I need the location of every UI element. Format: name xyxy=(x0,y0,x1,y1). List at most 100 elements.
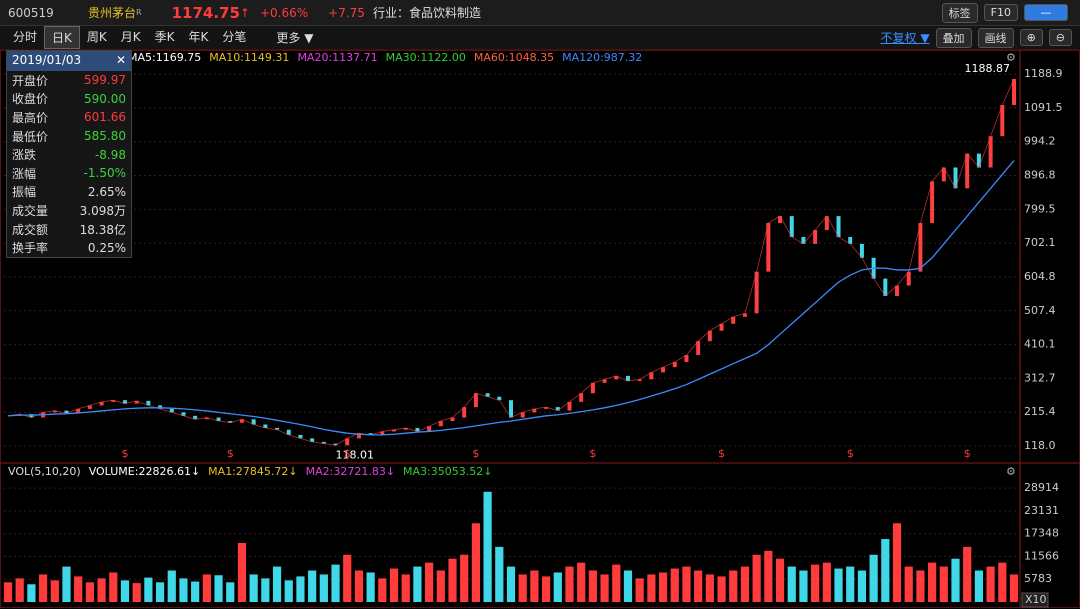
adjust[interactable]: 不复权 ▼ xyxy=(880,31,930,45)
info-label: 振幅 xyxy=(12,185,37,200)
y-tick-label: 23131 xyxy=(1024,504,1059,517)
volume-bar xyxy=(109,572,118,602)
volume-bar xyxy=(249,574,258,602)
settings: ⚙ xyxy=(1006,51,1016,64)
volume-bar xyxy=(62,566,71,602)
arrow: ↑ xyxy=(239,5,250,20)
legend-item: MA10:1149.31 xyxy=(209,51,289,64)
y-tick-label: 896.8 xyxy=(1024,169,1056,182)
badge: R xyxy=(136,8,142,17)
info-label: 涨跌 xyxy=(12,148,37,163)
volume-bar xyxy=(623,570,633,602)
y-tick-label: 604.8 xyxy=(1024,270,1056,283)
volume-bar xyxy=(50,580,59,602)
volume-bar xyxy=(202,574,211,602)
tab[interactable]: 周K xyxy=(86,30,107,44)
info-row: 涨跌 -8.98 xyxy=(7,145,131,164)
volume-bar xyxy=(495,546,504,602)
tab[interactable]: 月K xyxy=(120,30,141,44)
info-date-row: 2019/01/03 ✕ xyxy=(7,51,131,71)
dividend-marker: $ xyxy=(847,447,854,460)
dividend-marker: $ xyxy=(344,447,351,460)
info-row: 最低价 585.80 xyxy=(7,127,131,146)
volume-bar xyxy=(272,566,282,602)
volume-bar xyxy=(682,566,691,602)
zoom-in[interactable]: ⊕ xyxy=(1019,29,1043,46)
dividend-marker: $ xyxy=(964,447,971,460)
legend-item: MA30:1122.00 xyxy=(386,51,466,64)
header: 600519 贵州茅台 R 1174.75 ↑ +0.66% +7.75 行业：… xyxy=(0,0,1080,26)
info-label: 收盘价 xyxy=(12,92,49,107)
more-label: 更多 xyxy=(276,31,301,45)
volume-bar xyxy=(261,578,270,602)
button[interactable]: 叠加 xyxy=(935,27,972,48)
y-tick-label: 410.1 xyxy=(1024,338,1056,351)
volume-bar xyxy=(705,574,714,602)
info-row: 涨幅 -1.50% xyxy=(7,164,131,183)
info-label: 成交量 xyxy=(12,203,49,218)
volume-bar xyxy=(588,570,597,602)
info-row: 换手率 0.25% xyxy=(7,238,131,257)
y-tick-label: 507.4 xyxy=(1024,304,1056,317)
legend-item: MA60:1048.35 xyxy=(474,51,554,64)
scale-box xyxy=(1021,592,1049,608)
change-pct: +0.66% xyxy=(259,5,309,20)
legend-item: VOL(5,10,20) xyxy=(8,465,81,478)
high-annotation: 1188.87 xyxy=(965,62,1011,75)
legend-item: VOLUME:22826.61↓ xyxy=(89,465,200,478)
volume-bar xyxy=(74,576,83,602)
more[interactable]: 更多 ▼ xyxy=(276,31,314,45)
info-row: 振幅 2.65% xyxy=(7,183,131,202)
volume-bar xyxy=(869,554,878,602)
info-value: 585.80 xyxy=(84,129,126,144)
volume-bar xyxy=(939,566,948,602)
button[interactable]: 画线 xyxy=(977,27,1014,48)
info-row: 收盘价 590.00 xyxy=(7,90,131,109)
button[interactable]: 标签 xyxy=(941,2,978,23)
adjust-label: 不复权 xyxy=(880,31,917,45)
tab[interactable]: 季K xyxy=(154,30,175,44)
zoom-out[interactable]: ⊖ xyxy=(1048,29,1072,46)
volume-bar xyxy=(857,570,867,602)
tab[interactable]: 分时 xyxy=(13,30,38,44)
toggle[interactable]: — xyxy=(1024,4,1068,21)
info-value: -8.98 xyxy=(94,147,126,162)
volume-bar xyxy=(389,568,399,602)
info-panel: 2019/01/03 ✕ 开盘价 599.97 收盘价 590.00 最高价 601.66 最… xyxy=(6,50,132,258)
info-label: 最低价 xyxy=(12,129,49,144)
volume-bar xyxy=(530,570,539,602)
volume-bar xyxy=(144,577,153,602)
volume-bar xyxy=(612,564,621,602)
volume-bar xyxy=(226,582,235,602)
volume-bar xyxy=(460,554,469,602)
info-label: 换手率 xyxy=(12,241,49,256)
y-tick-label: 11566 xyxy=(1024,549,1059,562)
volume-bar xyxy=(214,575,223,602)
volume-bar xyxy=(963,546,972,602)
volume-bar xyxy=(647,574,656,602)
info-value: 3.098万 xyxy=(79,203,126,218)
info-value: -1.50% xyxy=(83,166,126,181)
frame xyxy=(0,50,1080,608)
button[interactable]: F10 xyxy=(983,4,1018,21)
tab[interactable]: 分笔 xyxy=(222,30,247,44)
volume-bar xyxy=(811,564,820,602)
tab[interactable]: 日K xyxy=(44,26,80,49)
volume-bar xyxy=(787,566,796,602)
volume-bar xyxy=(951,558,960,602)
volume-bar xyxy=(998,562,1007,602)
volume-bar xyxy=(366,572,375,602)
info-date: 2019/01/03 xyxy=(12,53,82,67)
volume-bar xyxy=(471,523,481,602)
volume-bar xyxy=(1009,574,1019,602)
info-label: 最高价 xyxy=(12,110,49,125)
tab[interactable]: 年K xyxy=(188,30,209,44)
y-tick-label: 312.7 xyxy=(1024,371,1056,384)
volume-bar xyxy=(401,574,410,602)
price-line xyxy=(7,78,1015,446)
volume-bar xyxy=(319,574,328,602)
close[interactable]: ✕ xyxy=(115,53,126,67)
y-tick-label: 1091.5 xyxy=(1024,101,1063,114)
dividend-marker: $ xyxy=(121,447,128,460)
